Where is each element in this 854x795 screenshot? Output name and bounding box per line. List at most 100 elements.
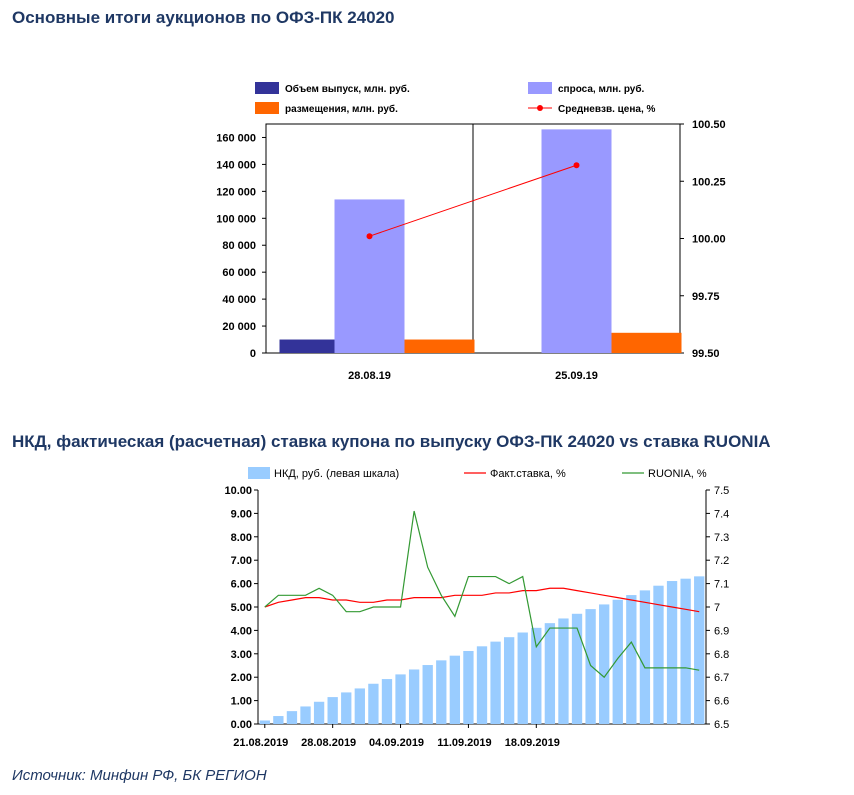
nkd-bar-17 — [476, 646, 488, 724]
legend-swatch — [528, 82, 552, 94]
chart1-auction-results: 160 000 140 000 120 000 100 000 80 000 60 000… — [216, 82, 726, 382]
nkd-bar-31 — [666, 581, 678, 724]
source-note: Источник: Минфин РФ, БК РЕГИОН — [12, 767, 267, 784]
nkd-bar-12 — [408, 669, 420, 724]
nkd-bar-5 — [313, 701, 325, 724]
legend-swatch — [255, 82, 279, 94]
nkd-bar-1 — [259, 720, 270, 724]
y2-tick-label: 6.7 — [714, 672, 729, 684]
y-tick-label: 100 000 — [216, 213, 256, 225]
y2-tick-label: 7.1 — [714, 579, 729, 591]
legend-label: Факт.ставка, % — [490, 468, 566, 480]
legend-label: RUONIA, % — [648, 468, 707, 480]
y2-tick-label: 7.5 — [714, 485, 729, 497]
y-tick-label: 10.00 — [224, 485, 252, 497]
bar-спроса-1 — [334, 199, 405, 353]
nkd-bar-21 — [531, 627, 542, 724]
y-tick-label: 2.00 — [231, 672, 252, 684]
y-tick-label: 20 000 — [222, 321, 256, 333]
bar-размещения-2 — [611, 332, 682, 353]
legend-label: размещения, млн. руб. — [285, 103, 398, 115]
y-tick-label: 5.00 — [231, 602, 252, 614]
nkd-bar-20 — [517, 632, 528, 724]
legend-label: Средневзв. цена, % — [558, 104, 656, 115]
nkd-bar-25 — [585, 609, 596, 724]
legend-swatch — [248, 467, 270, 479]
y2-tick-label: 100.25 — [692, 176, 726, 188]
nkd-bar-16 — [463, 650, 474, 724]
nkd-bar-19 — [503, 637, 515, 724]
legend-point-marker — [537, 105, 543, 111]
x-tick-label: 21.08.2019 — [233, 737, 288, 749]
x-tick-label: 18.09.2019 — [505, 737, 560, 749]
nkd-bar-22 — [544, 623, 556, 724]
y-tick-label: 8.00 — [231, 532, 252, 544]
nkd-bar-33 — [694, 576, 705, 724]
nkd-bar-6 — [327, 697, 338, 724]
y-tick-label: 160 000 — [216, 132, 256, 144]
y-tick-label: 120 000 — [216, 186, 256, 198]
y2-tick-label: 6.5 — [714, 719, 729, 731]
nkd-bar-4 — [300, 706, 311, 724]
nkd-bar-29 — [639, 590, 651, 724]
y-tick-label: 40 000 — [222, 294, 256, 306]
nkd-bar-2 — [273, 716, 284, 724]
y2-tick-label: 6.6 — [714, 696, 729, 708]
nkd-bar-9 — [368, 683, 379, 724]
y-tick-label: 1.00 — [231, 696, 252, 708]
y2-tick-label: 7.2 — [714, 555, 729, 567]
avg-price-point-2 — [573, 162, 580, 169]
nkd-bar-27 — [612, 599, 623, 724]
x-tick-label: 25.09.19 — [555, 370, 598, 382]
y2-tick-label: 7.3 — [714, 532, 729, 544]
nkd-bar-26 — [599, 604, 610, 724]
nkd-bar-14 — [436, 660, 447, 724]
y2-tick-label: 99.75 — [692, 291, 720, 303]
legend-swatch — [255, 102, 279, 114]
y-tick-label: 4.00 — [231, 625, 252, 637]
y-tick-label: 80 000 — [222, 240, 256, 252]
x-tick-label: 04.09.2019 — [369, 737, 424, 749]
nkd-bar-24 — [571, 613, 583, 724]
y-tick-label: 60 000 — [222, 267, 256, 279]
avg-price-line — [369, 164, 577, 237]
nkd-bar-18 — [490, 641, 501, 724]
y2-tick-label: 7.4 — [714, 508, 729, 520]
x-tick-label: 28.08.19 — [348, 370, 391, 382]
y2-tick-label: 100.50 — [692, 119, 726, 131]
nkd-bar-11 — [395, 674, 406, 724]
nkd-bar-3 — [286, 711, 298, 724]
y2-tick-label: 6.9 — [714, 625, 729, 637]
y-tick-label: 0 — [250, 348, 256, 360]
nkd-bar-8 — [354, 688, 365, 724]
x-tick-label: 11.09.2019 — [437, 737, 491, 749]
x-tick-label: 28.08.2019 — [301, 737, 356, 749]
y2-tick-label: 6.8 — [714, 649, 729, 661]
y-tick-label: 3.00 — [231, 649, 252, 661]
bar-размещения-1 — [404, 339, 475, 353]
nkd-bar-30 — [653, 585, 664, 724]
nkd-bar-15 — [449, 655, 461, 724]
nkd-bar-32 — [680, 578, 691, 724]
legend-label: Объем выпуск, млн. руб. — [285, 83, 410, 95]
chart1-title: Основные итоги аукционов по ОФЗ-ПК 24020 — [12, 8, 395, 27]
y-tick-label: 0.00 — [231, 719, 252, 731]
y2-tick-label: 100.00 — [692, 234, 726, 246]
y-tick-label: 140 000 — [216, 159, 256, 171]
y-tick-label: 7.00 — [231, 555, 252, 567]
y-tick-label: 9.00 — [231, 508, 252, 520]
chart2-title: НКД, фактическая (расчетная) ставка купо… — [12, 432, 771, 451]
nkd-bar-7 — [341, 692, 352, 724]
legend-label: НКД, руб. (левая шкала) — [274, 468, 399, 480]
y2-tick-label: 99.50 — [692, 348, 720, 360]
y2-tick-label: 7 — [714, 602, 720, 614]
bar-объем-выпуск-1 — [279, 339, 336, 353]
nkd-bar-13 — [422, 665, 433, 724]
nkd-bar-23 — [558, 618, 569, 724]
y-tick-label: 6.00 — [231, 579, 252, 591]
ruonia-line — [264, 510, 700, 679]
legend-label: спроса, млн. руб. — [558, 83, 645, 95]
avg-price-point-1 — [366, 233, 373, 240]
nkd-bar-10 — [381, 679, 393, 724]
